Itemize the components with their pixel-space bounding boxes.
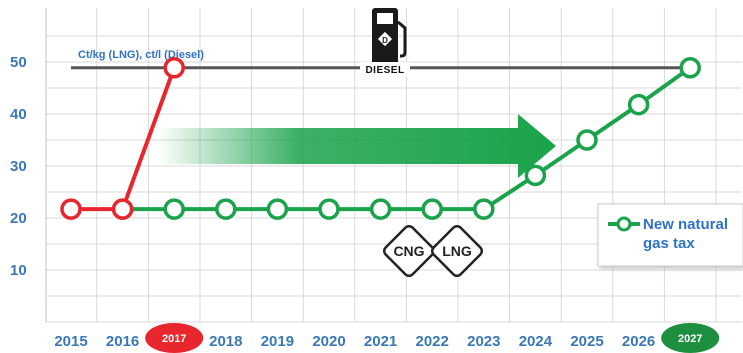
svg-text:D: D xyxy=(382,36,388,45)
data-point xyxy=(111,198,134,220)
data-point xyxy=(318,198,340,220)
cng-label: CNG xyxy=(393,243,424,259)
data-point xyxy=(679,56,701,79)
x-tick-label: 2021 xyxy=(364,333,397,350)
green-trend-arrow xyxy=(158,114,556,178)
y-axis-ticks: 10 20 30 40 50 xyxy=(10,54,27,279)
data-point xyxy=(576,129,598,151)
x-tick-label: 2027 xyxy=(678,333,702,345)
x-tick-label: 2016 xyxy=(106,333,139,350)
x-tick-label: 2024 xyxy=(519,333,553,350)
y-tick-label: 50 xyxy=(10,54,27,71)
y-tick-label: 10 xyxy=(10,262,27,279)
lng-label: LNG xyxy=(442,243,472,259)
data-point xyxy=(524,164,547,187)
legend-marker xyxy=(616,216,632,232)
data-point xyxy=(369,198,392,220)
series-layer xyxy=(60,56,701,220)
x-tick-label: 2026 xyxy=(622,333,655,350)
series-new-natural-gas-tax xyxy=(111,56,701,220)
x-tick-label: 2022 xyxy=(416,333,449,350)
x-tick-label: 2019 xyxy=(261,333,294,350)
x-tick-badge xyxy=(145,323,204,353)
y-tick-label: 20 xyxy=(10,210,27,227)
x-tick-label: 2020 xyxy=(312,333,345,350)
cng-diamond: CNG xyxy=(382,224,436,278)
x-tick-label: 2025 xyxy=(570,333,603,350)
y-tick-label: 30 xyxy=(10,158,27,175)
fuel-pump-icon: D xyxy=(360,8,410,76)
data-point xyxy=(627,93,650,116)
data-point xyxy=(473,198,495,220)
data-point xyxy=(215,198,237,220)
legend: New natural gas tax xyxy=(597,203,743,267)
x-tick-label: 2017 xyxy=(162,333,186,345)
units-label: Ct/kg (LNG), ct/l (Diesel) xyxy=(78,49,204,61)
data-point xyxy=(60,198,82,220)
x-axis-ticks: 2015 2016 2017 2018 2019 2020 2021 2022 2023 2024… xyxy=(54,323,720,353)
x-tick-label: 2023 xyxy=(467,333,500,350)
data-point xyxy=(266,198,289,220)
diesel-label: DIESEL xyxy=(365,65,404,76)
data-point xyxy=(163,198,185,220)
data-point xyxy=(421,198,443,220)
data-point xyxy=(163,56,185,79)
series-red-price-step xyxy=(60,56,185,220)
x-tick-label: 2018 xyxy=(209,333,242,350)
x-tick-label: 2015 xyxy=(54,333,87,350)
legend-label-line-2: gas tax xyxy=(643,235,695,252)
legend-label-line-1: New natural xyxy=(643,216,728,233)
x-tick-badge xyxy=(661,323,720,353)
lng-diamond: LNG xyxy=(430,224,484,278)
y-tick-label: 40 xyxy=(10,106,27,123)
